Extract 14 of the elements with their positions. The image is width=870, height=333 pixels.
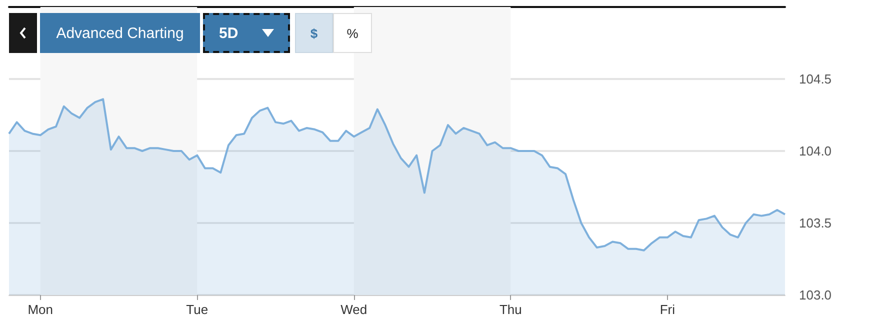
charting-button: Advanced Charting xyxy=(40,13,200,53)
x-tick-label: Thu xyxy=(499,302,522,317)
x-tick-label: Mon xyxy=(28,302,53,317)
y-tick-label: 103.0 xyxy=(799,288,832,302)
period-dropdown: 5D xyxy=(203,13,290,53)
y-tick-label: 103.5 xyxy=(799,216,832,230)
x-tick-label: Tue xyxy=(186,302,208,317)
y-tick-label: 104.0 xyxy=(799,144,832,158)
x-tick-label: Wed xyxy=(340,302,368,317)
annotation: 5D xyxy=(219,24,238,42)
dollar-toggle: $ xyxy=(295,13,333,53)
x-tick-label: Fri xyxy=(660,302,676,317)
percent-toggle: % xyxy=(333,13,372,53)
y-tick-label: 104.5 xyxy=(799,72,832,86)
